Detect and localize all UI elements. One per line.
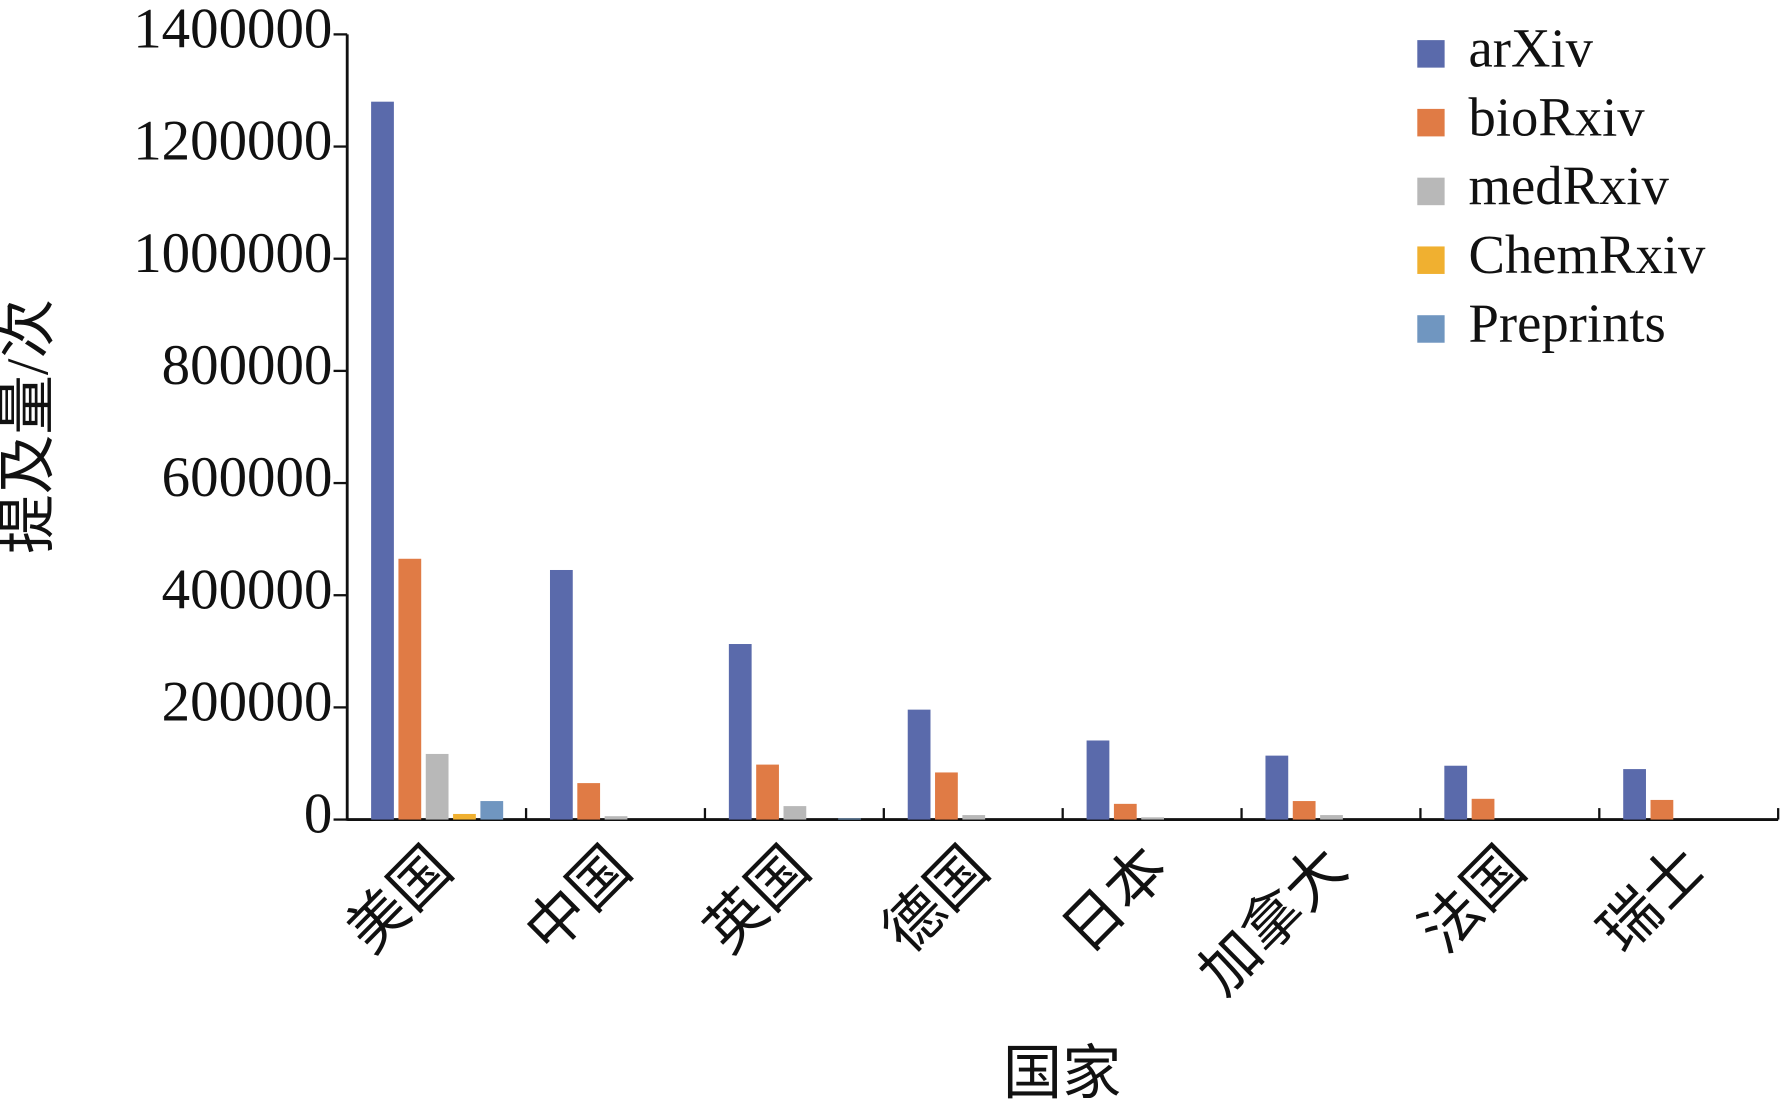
y-tick-label: 0 xyxy=(304,783,332,846)
bar xyxy=(1292,801,1316,820)
x-tick-label: 法国 xyxy=(1408,834,1538,965)
bar xyxy=(1265,755,1289,820)
y-tick-label: 1400000 xyxy=(133,0,332,61)
y-tick-label: 800000 xyxy=(162,334,333,397)
x-tick-label: 瑞士 xyxy=(1586,834,1716,965)
bar xyxy=(453,813,476,820)
y-tick-label: 400000 xyxy=(162,558,333,621)
bar xyxy=(480,801,504,820)
bar xyxy=(962,815,986,820)
bar xyxy=(577,783,601,820)
x-tick-label: 加拿大 xyxy=(1187,834,1359,1007)
x-axis-label: 国家 xyxy=(1003,1040,1121,1106)
bar xyxy=(1320,815,1343,820)
bar xyxy=(1471,798,1495,820)
bar xyxy=(1086,740,1110,820)
legend-swatch xyxy=(1417,177,1445,206)
bar xyxy=(1113,803,1137,820)
legend-swatch xyxy=(1417,315,1445,343)
bar xyxy=(1141,817,1165,820)
x-tick-label: 英国 xyxy=(692,834,822,965)
legend-label: Preprints xyxy=(1469,292,1666,353)
y-tick-label: 200000 xyxy=(162,670,333,733)
y-tick-label: 600000 xyxy=(162,446,333,509)
bar xyxy=(838,818,861,820)
x-tick-label: 日本 xyxy=(1050,834,1180,965)
y-tick-label: 1200000 xyxy=(133,110,332,173)
bar xyxy=(756,764,779,820)
legend-label: ChemRxiv xyxy=(1469,224,1706,285)
bar xyxy=(1623,769,1646,820)
bar xyxy=(783,806,807,820)
x-tick-label: 美国 xyxy=(334,834,464,965)
bar xyxy=(935,772,958,820)
bar xyxy=(371,101,394,820)
legend-swatch xyxy=(1417,246,1445,274)
bar xyxy=(549,569,573,820)
legend-swatch xyxy=(1417,40,1445,68)
legend-label: arXiv xyxy=(1469,17,1594,78)
bar xyxy=(1444,765,1468,820)
legend-label: medRxiv xyxy=(1469,155,1670,216)
bar xyxy=(907,709,931,820)
legend-label: bioRxiv xyxy=(1469,86,1646,147)
bar xyxy=(1650,799,1674,820)
bar xyxy=(728,644,752,820)
bar xyxy=(398,558,422,820)
bar xyxy=(604,816,628,820)
y-tick-label: 1000000 xyxy=(133,222,332,285)
x-tick-label: 中国 xyxy=(513,834,643,965)
x-tick-label: 德国 xyxy=(871,834,1001,965)
y-axis-label: 提及量/次 xyxy=(0,299,61,554)
legend-swatch xyxy=(1417,108,1445,137)
bar xyxy=(425,753,449,820)
